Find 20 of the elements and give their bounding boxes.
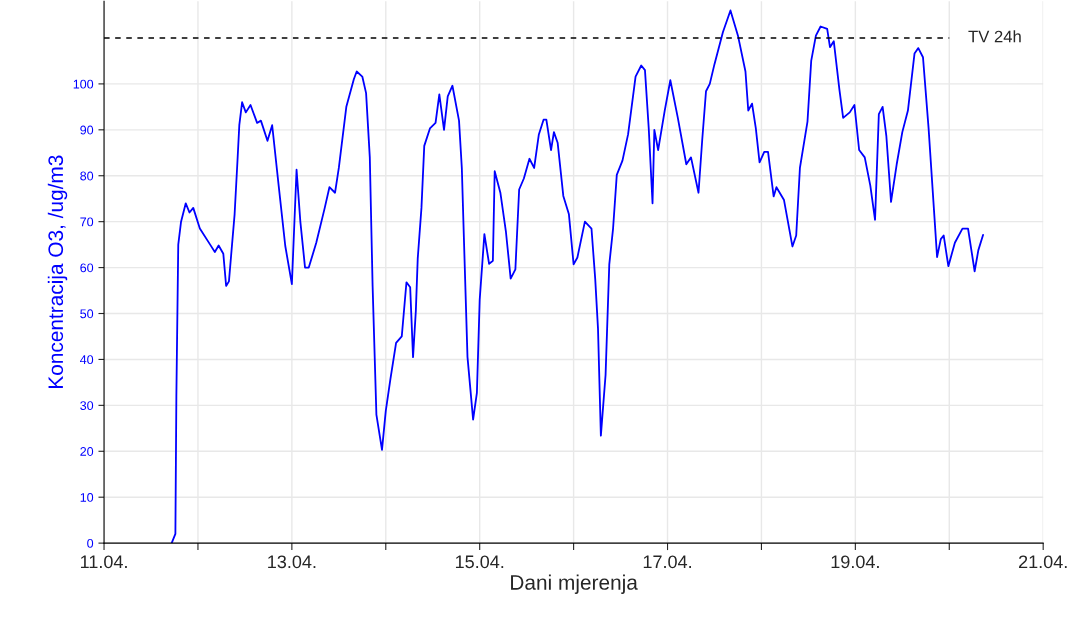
y-tick-label: 80	[80, 171, 94, 181]
y-axis-title: Koncentracija O3, /ug/m3	[47, 155, 68, 388]
y-tick-label: 40	[80, 355, 94, 365]
x-tick-label: 13.04.	[268, 555, 316, 569]
y-tick-label: 70	[80, 217, 94, 227]
y-tick-label: 30	[80, 401, 94, 411]
y-tick-label: 90	[80, 125, 94, 135]
x-tick-label: 17.04.	[643, 555, 691, 569]
x-tick-label: 21.04.	[1018, 555, 1067, 569]
x-axis-title: Dani mjerenja	[511, 574, 638, 594]
y-tick-label: 0	[87, 538, 94, 548]
x-tick-label: 19.04.	[831, 555, 879, 569]
y-tick-label: 60	[80, 263, 94, 273]
y-tick-label: 10	[80, 493, 94, 502]
y-tick-label: 20	[80, 447, 94, 456]
x-tick-label: 15.04.	[455, 555, 504, 569]
y-tick-label: 50	[80, 309, 94, 319]
ref-line-label: TV 24h	[968, 30, 1021, 43]
y-tick-label: 100	[73, 79, 94, 89]
x-tick-label: 11.04.	[80, 555, 127, 569]
